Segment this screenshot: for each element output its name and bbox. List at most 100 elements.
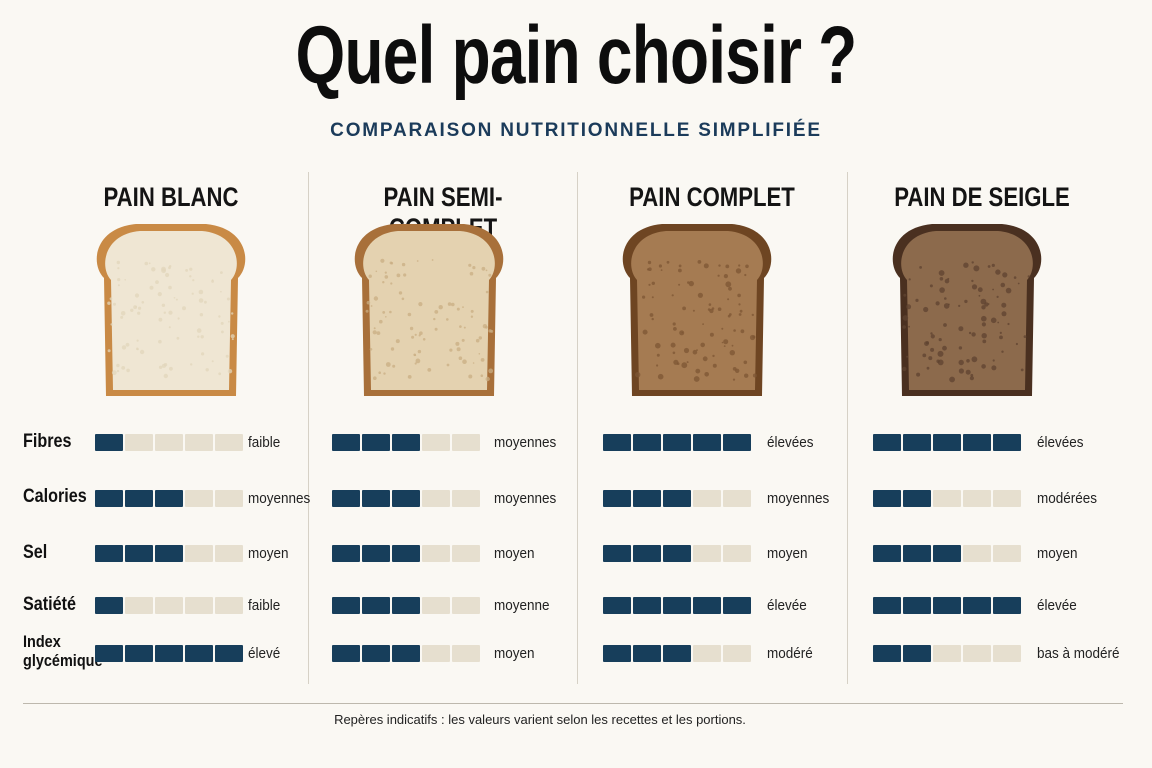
rating-segment-empty xyxy=(185,434,213,451)
bread-column: PAIN DE SEIGLE élevées modérées moyen élevé… xyxy=(847,170,1120,685)
rating-row-fibres: élevées xyxy=(847,434,1117,454)
rating-segment-filled xyxy=(95,545,123,562)
rating-row-sel: moyen xyxy=(847,545,1117,565)
rating-segment-filled xyxy=(693,597,721,614)
rating-segment-filled xyxy=(873,597,901,614)
rating-segment-filled xyxy=(903,545,931,562)
rating-label: moyennes xyxy=(494,490,557,507)
rating-segment-filled xyxy=(993,597,1021,614)
rating-bar xyxy=(95,434,243,451)
rating-segment-filled xyxy=(392,645,420,662)
rating-segment-empty xyxy=(215,545,243,562)
rating-segment-empty xyxy=(963,645,991,662)
rating-bar xyxy=(603,434,751,451)
rating-segment-empty xyxy=(933,645,961,662)
rating-segment-empty xyxy=(993,545,1021,562)
rating-segment-empty xyxy=(185,545,213,562)
rating-segment-filled xyxy=(663,434,691,451)
rating-label: modérées xyxy=(1037,490,1098,507)
rating-segment-filled xyxy=(95,434,123,451)
rating-segment-filled xyxy=(663,545,691,562)
rating-label: moyennes xyxy=(767,490,830,507)
rating-label: moyen xyxy=(1037,545,1078,562)
rating-segment-empty xyxy=(422,545,450,562)
rating-bar xyxy=(95,597,243,614)
rating-bar xyxy=(603,490,751,507)
rating-row-satiete: élevée xyxy=(577,597,847,617)
rating-bar xyxy=(95,545,243,562)
rating-segment-empty xyxy=(993,490,1021,507)
rating-segment-empty xyxy=(422,434,450,451)
rating-segment-filled xyxy=(155,490,183,507)
bread-name: PAIN DE SEIGLE xyxy=(894,182,1070,212)
rating-segment-filled xyxy=(873,545,901,562)
rating-bar xyxy=(873,597,1021,614)
bread-slice-image xyxy=(882,220,1052,402)
rating-segment-empty xyxy=(185,597,213,614)
rating-segment-filled xyxy=(903,645,931,662)
rating-label: moyennes xyxy=(248,490,311,507)
rating-segment-empty xyxy=(693,545,721,562)
rating-segment-empty xyxy=(125,597,153,614)
footer-divider xyxy=(23,703,1123,704)
rating-label: faible xyxy=(248,597,281,614)
rating-bar xyxy=(332,597,480,614)
rating-segment-filled xyxy=(873,434,901,451)
rating-bar xyxy=(332,490,480,507)
rating-bar xyxy=(603,545,751,562)
row-label-glycemique: glycémique xyxy=(23,651,103,670)
bread-column: PAIN COMPLET élevées moyennes moyen élevée m… xyxy=(577,170,847,685)
rating-segment-filled xyxy=(663,645,691,662)
rating-segment-empty xyxy=(452,490,480,507)
rating-segment-filled xyxy=(332,645,360,662)
rating-row-sel: moyen xyxy=(308,545,578,565)
rating-segment-filled xyxy=(332,490,360,507)
rating-segment-empty xyxy=(723,490,751,507)
rating-row-index-glycemique: élevé xyxy=(36,645,306,665)
rating-segment-filled xyxy=(903,597,931,614)
rating-segment-empty xyxy=(185,490,213,507)
rating-segment-empty xyxy=(452,645,480,662)
rating-segment-empty xyxy=(723,545,751,562)
rating-segment-filled xyxy=(873,490,901,507)
footer-note: Repères indicatifs : les valeurs varient… xyxy=(334,712,746,727)
rating-segment-filled xyxy=(663,490,691,507)
bread-slice-image xyxy=(86,220,256,402)
rating-segment-empty xyxy=(215,597,243,614)
rating-segment-filled xyxy=(95,645,123,662)
column-divider xyxy=(847,172,848,684)
rating-bar xyxy=(95,645,243,662)
rating-row-fibres: faible xyxy=(36,434,306,454)
rating-segment-empty xyxy=(452,545,480,562)
rating-row-calories: modérées xyxy=(847,490,1117,510)
row-label-satiete: Satiété xyxy=(23,594,76,615)
rating-segment-empty xyxy=(422,597,450,614)
rating-segment-filled xyxy=(633,645,661,662)
rating-segment-empty xyxy=(723,645,751,662)
rating-bar xyxy=(603,645,751,662)
rating-row-index-glycemique: modéré xyxy=(577,645,847,665)
row-label-calories: Calories xyxy=(23,486,87,507)
rating-label: moyennes xyxy=(494,434,557,451)
rating-row-index-glycemique: moyen xyxy=(308,645,578,665)
rating-segment-empty xyxy=(422,645,450,662)
rating-segment-empty xyxy=(422,490,450,507)
bread-column: PAIN BLANC faible moyennes moyen faible élev… xyxy=(36,170,310,685)
rating-row-satiete: élevée xyxy=(847,597,1117,617)
rating-label: moyen xyxy=(494,545,535,562)
rating-segment-filled xyxy=(933,545,961,562)
rating-label: élevées xyxy=(767,434,814,451)
rating-segment-empty xyxy=(452,434,480,451)
row-label-sel: Sel xyxy=(23,542,48,563)
column-divider xyxy=(308,172,309,684)
rating-segment-filled xyxy=(723,434,751,451)
rating-segment-filled xyxy=(603,545,631,562)
rating-segment-empty xyxy=(693,490,721,507)
rating-label: élevées xyxy=(1037,434,1084,451)
rating-segment-filled xyxy=(215,645,243,662)
rating-label: élevée xyxy=(1037,597,1077,614)
rating-label: bas à modéré xyxy=(1037,645,1120,662)
page-title: Quel pain choisir ? xyxy=(295,10,858,101)
rating-segment-filled xyxy=(933,434,961,451)
rating-row-sel: moyen xyxy=(577,545,847,565)
